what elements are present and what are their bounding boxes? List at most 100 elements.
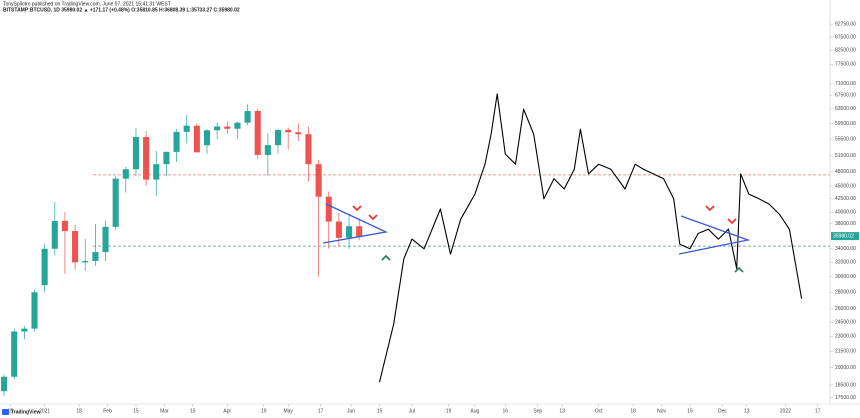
candle-body [234, 122, 241, 129]
candle-body [143, 137, 150, 180]
candle-body [112, 178, 119, 227]
candle-body [51, 220, 58, 249]
x-tick-label: 15 [687, 408, 693, 414]
y-tick-label: 59500.00 [835, 121, 856, 127]
x-tick-label: 15 [377, 408, 383, 414]
x-tick-label: Jul [409, 408, 415, 414]
candle-body [92, 252, 99, 261]
x-tick-label: Mar [160, 408, 169, 414]
arrow [381, 254, 391, 261]
x-tick-label: 18 [630, 408, 636, 414]
y-tick-label: 28000.00 [835, 290, 856, 296]
y-tick-label: 48000.00 [835, 169, 856, 175]
candle-body [224, 126, 231, 129]
candle-body [41, 248, 48, 286]
plot: 92750.00 87500.00 82500.00 77500.00 71000.00… [1, 21, 859, 414]
candle-body [11, 331, 18, 377]
y-tick-label: 40000.00 [835, 210, 856, 216]
y-tick-label: 20000.00 [835, 365, 856, 371]
candle-body [285, 129, 292, 133]
candle-body [21, 328, 28, 332]
y-tick-label: 82500.00 [835, 48, 856, 54]
arrow [734, 266, 744, 273]
candle-body [274, 129, 282, 146]
y-tick-label: 51500.00 [835, 153, 856, 159]
y-tick-label: 17500.00 [835, 395, 856, 401]
x-tick-label: Sep [533, 408, 542, 414]
candle-body [163, 151, 170, 165]
candle-body [132, 137, 140, 170]
y-tick-label: 23000.00 [835, 334, 856, 340]
candle-body [335, 221, 342, 238]
candle-body [82, 260, 89, 263]
x-tick-label: 15 [190, 408, 196, 414]
y-tick-label: 32000.00 [835, 260, 856, 266]
x-tick-label: Nov [657, 408, 666, 414]
candle-body [254, 111, 261, 155]
y-tick-label: 18500.00 [835, 382, 856, 388]
arrow [705, 205, 715, 212]
triangle-left [322, 203, 389, 244]
x-tick-label: 2021 [39, 408, 50, 414]
projection-line [378, 93, 803, 383]
x-tick-label: 19 [261, 408, 267, 414]
x-tick-label: May [283, 408, 293, 414]
y-tick-label: 26000.00 [835, 306, 856, 312]
candle-body [214, 126, 221, 131]
x-tick-label: Jun [347, 408, 355, 414]
last-price-badge [831, 232, 859, 241]
x-tick-label: 17 [318, 408, 324, 414]
candle-body [264, 145, 271, 155]
x-tick-label: 15 [133, 408, 139, 414]
chart-subtitle: BITSTAMP:BTCUSD, 1D 35980.02 ▲ +171.17 (… [3, 7, 240, 13]
candle-body [244, 111, 251, 123]
y-tick-label: 87500.00 [835, 34, 856, 40]
y-tick-label: 45000.00 [835, 183, 856, 189]
y-tick-label: 30000.00 [835, 274, 856, 280]
candle-body [356, 226, 363, 237]
arrow [727, 218, 737, 225]
x-tick-label: Aug [470, 408, 479, 414]
candle-body [193, 125, 200, 153]
candle-body [203, 130, 211, 146]
x-tick-label: Dec [718, 408, 727, 414]
y-tick-label: 63500.00 [835, 106, 856, 112]
y-tick-label: 67500.00 [835, 93, 856, 99]
y-tick-label: 92750.00 [835, 21, 856, 27]
candle-body [153, 164, 160, 180]
x-tick-label: 13 [559, 408, 565, 414]
down-arrows [352, 205, 737, 225]
triangle-right [678, 215, 751, 255]
y-tick-label: 77500.00 [835, 62, 856, 68]
x-tick-label: 15 [7, 408, 13, 414]
x-tick-label: 18 [76, 408, 82, 414]
chart-title: TonySpilotro published on TradingView.co… [3, 1, 171, 7]
y-tick-label: 55500.00 [835, 136, 856, 142]
candle-body [295, 132, 302, 135]
x-tick-label: Oct [595, 408, 603, 414]
y-tick-label: 34000.00 [835, 246, 856, 252]
candle-body [173, 131, 180, 152]
y-tick-label: 24500.00 [835, 319, 856, 325]
x-tick-label: Feb [103, 408, 112, 414]
x-tick-label: 16 [503, 408, 509, 414]
triangle-annotations [322, 203, 751, 255]
brand: TradingView [11, 409, 40, 415]
candle-body [122, 169, 129, 179]
candle-body [1, 376, 8, 392]
x-tick-label: 19 [446, 408, 452, 414]
candle-body [315, 164, 322, 197]
candle-body [31, 292, 38, 329]
x-tick-label: 2022 [780, 408, 791, 414]
candle-body [183, 125, 190, 132]
y-tick-label: 71000.00 [835, 81, 856, 87]
candle-body [325, 196, 332, 222]
y-tick-label: 42500.00 [835, 196, 856, 202]
x-tick-label: 17 [815, 408, 821, 414]
candle-body [305, 134, 312, 165]
last-price-label: 35980.02 [833, 233, 854, 239]
x-tick-label: Apr [223, 408, 231, 414]
y-tick-label: 21500.00 [835, 349, 856, 355]
y-tick-label: 38000.00 [835, 221, 856, 227]
